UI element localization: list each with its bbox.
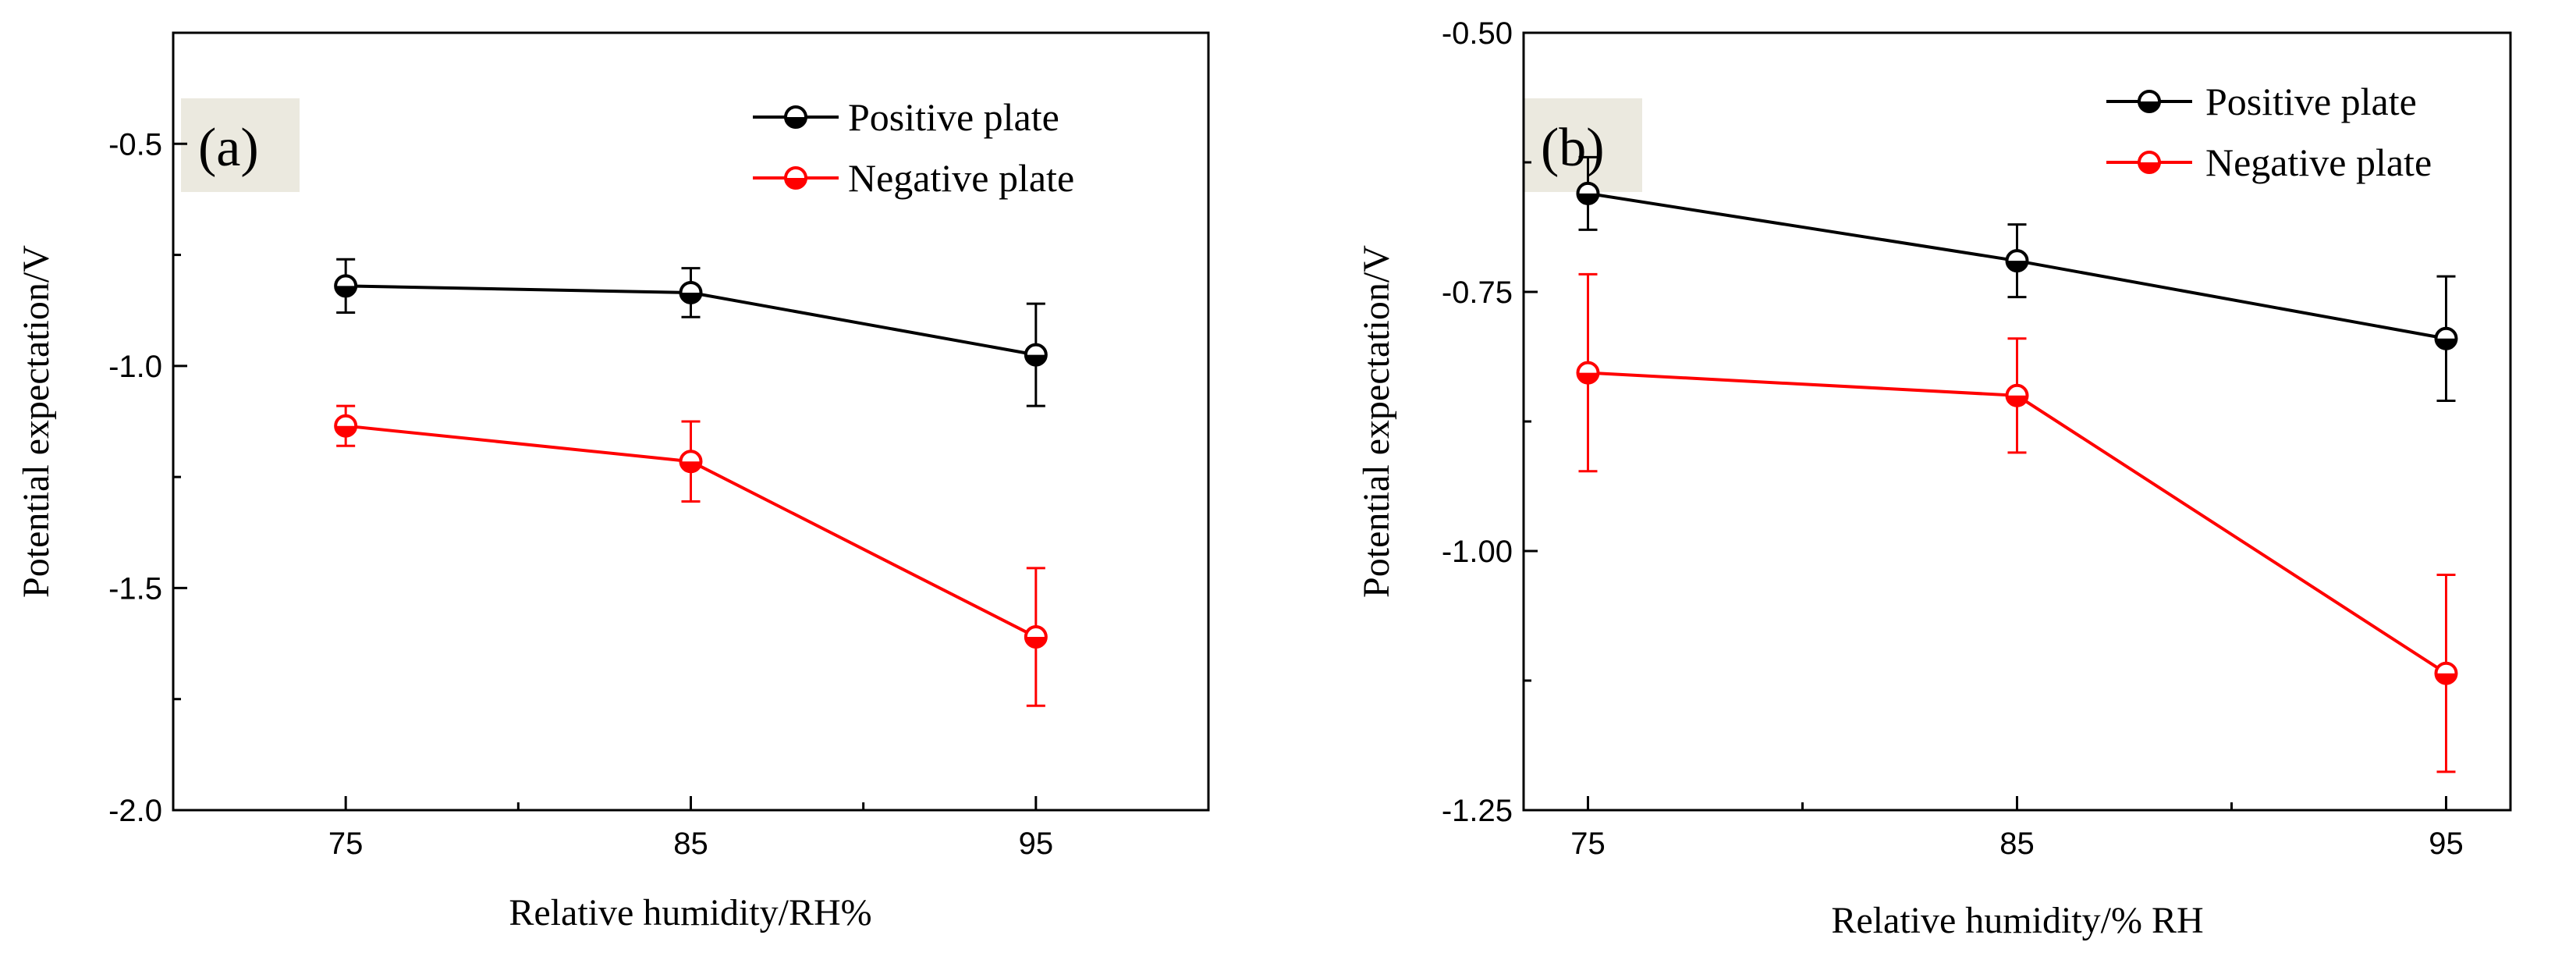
data-point-positive xyxy=(679,280,703,304)
data-point-positive xyxy=(1024,343,1048,367)
data-point-negative xyxy=(2005,383,2029,407)
data-point-negative xyxy=(2434,661,2458,685)
panel-b-legend-marker-negative xyxy=(2138,151,2161,174)
data-point-positive-outline xyxy=(679,280,703,304)
legend-marker-outline xyxy=(784,105,807,129)
legend-marker-outline xyxy=(2138,90,2161,113)
panel-a-x-ticks: 75 85 95 xyxy=(328,796,1053,861)
y-tick-label: -1.0 xyxy=(108,350,162,384)
data-point-positive-outline xyxy=(334,274,358,298)
y-tick-label: -1.5 xyxy=(108,571,162,606)
legend-marker xyxy=(2138,90,2161,113)
data-point-negative-outline xyxy=(1576,361,1600,385)
x-tick-label: 75 xyxy=(328,827,364,861)
panel-b-x-axis-title: Relative humidity/% RH xyxy=(1831,900,2203,941)
legend-marker xyxy=(784,166,807,190)
panel-b-y-axis-title: Potential expectation/V xyxy=(1356,245,1397,598)
legend-marker-outline xyxy=(784,166,807,190)
chart-panel-a: (a) -0.5 -1.0 -1.5 -2.0 75 85 95 Relative hum… xyxy=(16,31,1210,933)
panel-a-legend-label-negative: Negative plate xyxy=(848,156,1074,200)
data-point-negative-outline xyxy=(679,450,703,474)
panel-a-label: (a) xyxy=(198,118,259,178)
panel-b-legend-label-positive: Positive plate xyxy=(2205,80,2417,123)
data-point-negative xyxy=(334,414,358,438)
panel-a-series-layer xyxy=(334,258,1048,707)
panel-b-legend-label-negative: Negative plate xyxy=(2205,140,2432,184)
legend-marker-outline xyxy=(2138,151,2161,174)
x-tick-label: 85 xyxy=(1999,827,2035,861)
panel-b-series-layer xyxy=(1576,155,2458,773)
x-tick-label: 95 xyxy=(1019,827,1054,861)
data-point-positive-outline xyxy=(1576,181,1600,205)
data-point-positive xyxy=(334,274,358,298)
y-tick-label: -1.00 xyxy=(1442,535,1513,569)
data-point-negative-outline xyxy=(1024,625,1048,649)
data-point-positive-outline xyxy=(2434,326,2458,350)
panel-a-legend-label-positive: Positive plate xyxy=(848,95,1059,139)
panel-b-legend: Positive plate Negative plate xyxy=(2106,80,2432,184)
y-tick-label: -1.25 xyxy=(1442,794,1513,828)
data-point-negative-outline xyxy=(2434,661,2458,685)
panel-a-y-axis-title: Potential expectation/V xyxy=(16,245,57,598)
panel-b-legend-marker-positive xyxy=(2138,90,2161,113)
panel-a-legend: Positive plate Negative plate xyxy=(753,95,1074,200)
data-point-positive xyxy=(2434,326,2458,350)
panel-b-label: (b) xyxy=(1541,118,1605,178)
legend-marker xyxy=(2138,151,2161,174)
panel-b-y-ticks: -0.50 -0.75 -1.00 -1.25 xyxy=(1442,16,1538,828)
panel-a-label-background xyxy=(181,98,300,192)
panel-a-legend-marker-negative xyxy=(784,166,807,190)
data-point-positive-outline xyxy=(1024,343,1048,367)
y-tick-label: -0.50 xyxy=(1442,16,1513,51)
data-point-negative-outline xyxy=(334,414,358,438)
data-point-positive xyxy=(1576,181,1600,205)
panel-a-legend-marker-positive xyxy=(784,105,807,129)
y-tick-label: -0.75 xyxy=(1442,276,1513,310)
legend-marker xyxy=(784,105,807,129)
panel-a-x-axis-title: Relative humidity/RH% xyxy=(509,892,871,933)
data-point-negative-outline xyxy=(2005,383,2029,407)
chart-panel-b: (b) -0.50 -0.75 -1.00 -1.25 75 85 95 Relative… xyxy=(1356,16,2512,941)
x-tick-label: 75 xyxy=(1570,827,1606,861)
data-point-negative xyxy=(679,450,703,474)
y-tick-label: -0.5 xyxy=(108,127,162,162)
x-tick-label: 95 xyxy=(2429,827,2464,861)
data-point-negative xyxy=(1576,361,1600,385)
panel-b-x-ticks: 75 85 95 xyxy=(1570,796,2464,861)
panel-a-y-ticks: -0.5 -1.0 -1.5 -2.0 xyxy=(108,31,187,828)
data-point-negative xyxy=(1024,625,1048,649)
x-tick-label: 85 xyxy=(673,827,708,861)
data-point-positive-outline xyxy=(2005,249,2029,273)
panel-b-label-background xyxy=(1524,98,1642,192)
y-tick-label: -2.0 xyxy=(108,794,162,828)
data-point-positive xyxy=(2005,249,2029,273)
